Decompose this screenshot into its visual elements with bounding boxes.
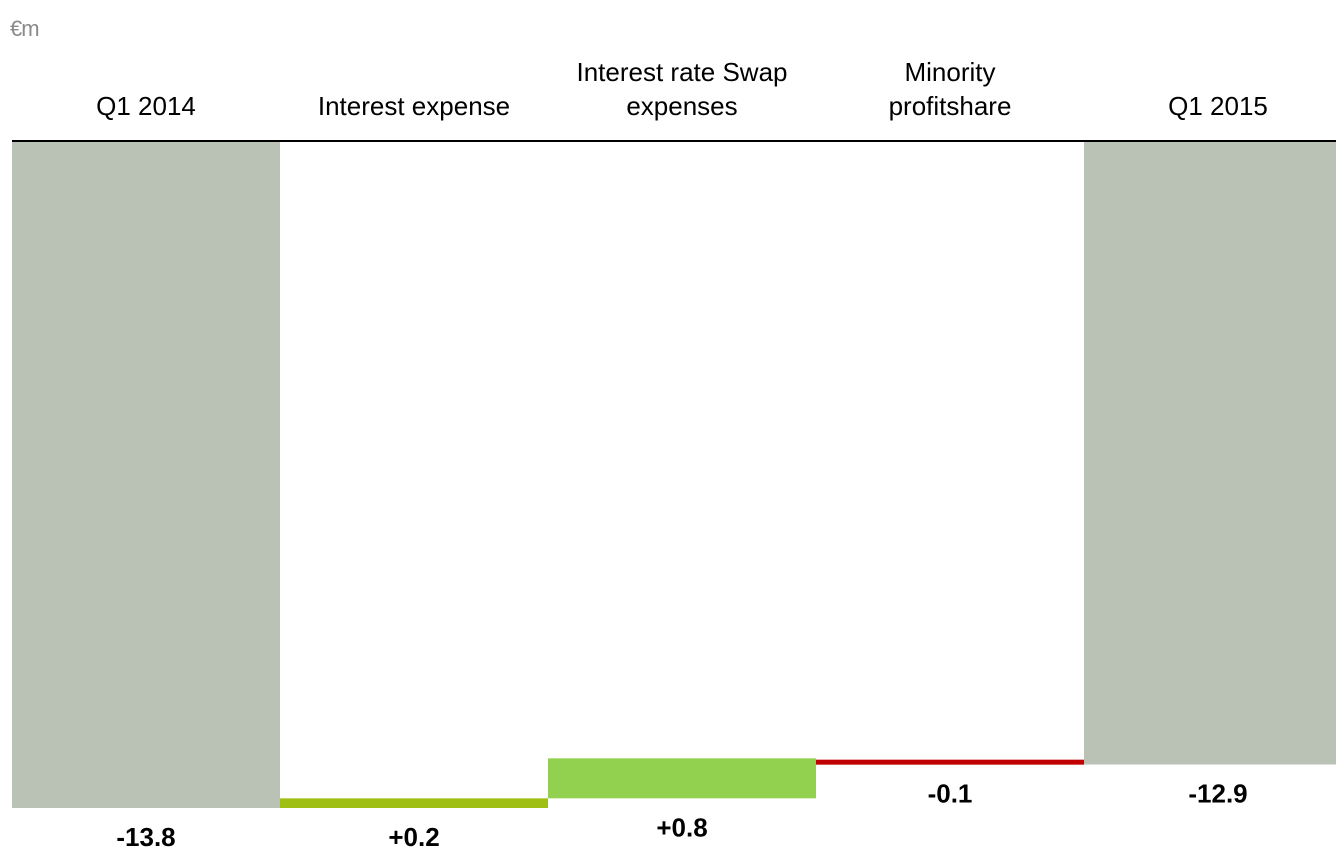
category-label-0-line-0: Q1 2014 bbox=[96, 91, 196, 121]
category-labels: Q1 2014 Interest expense Interest rate Swa… bbox=[96, 57, 1268, 121]
bar-3 bbox=[816, 759, 1084, 765]
value-label-0: -13.8 bbox=[116, 822, 175, 852]
category-label-2-line-0: Interest rate Swap bbox=[577, 57, 788, 87]
category-label-4-line-0: Q1 2015 bbox=[1168, 91, 1268, 121]
bars bbox=[12, 141, 1336, 808]
category-label-3-line-1: profitshare bbox=[889, 91, 1012, 121]
value-label-3: -0.1 bbox=[928, 779, 973, 809]
value-label-1: +0.2 bbox=[388, 822, 439, 852]
bar-0 bbox=[12, 141, 280, 808]
value-label-2: +0.8 bbox=[656, 812, 707, 842]
bar-1 bbox=[280, 798, 548, 808]
category-label-2-line-1: expenses bbox=[626, 91, 737, 121]
category-label-1-line-0: Interest expense bbox=[318, 91, 510, 121]
bar-2 bbox=[548, 758, 816, 799]
category-label-3-line-0: Minority bbox=[904, 57, 995, 87]
value-label-4: -12.9 bbox=[1188, 779, 1247, 809]
bar-4 bbox=[1084, 141, 1336, 765]
unit-label: €m bbox=[10, 16, 40, 41]
value-labels: -13.8 +0.2 +0.8 -0.1 -12.9 bbox=[116, 779, 1247, 853]
